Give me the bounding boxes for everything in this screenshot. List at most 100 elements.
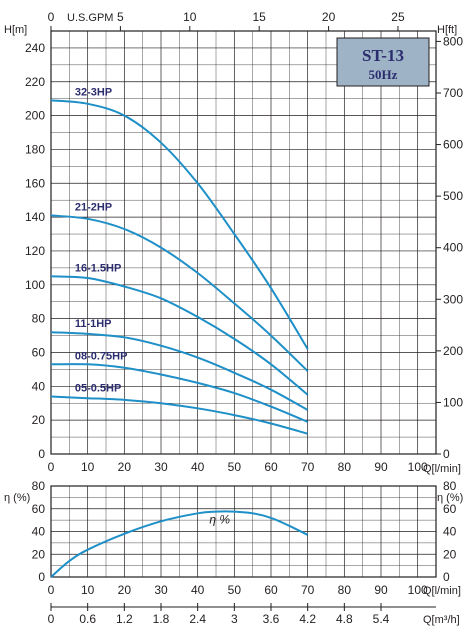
x-bottom-tick-label: 40 (191, 460, 205, 474)
x-bottom-tick-label: 70 (301, 460, 315, 474)
efficiency-curve-label: η % (209, 513, 230, 527)
eta-left-tick-label: 40 (32, 525, 46, 539)
y-right-tick-label: 600 (443, 138, 463, 152)
head-curve-11-1HP (50, 331, 309, 411)
head-curve-16-1.5HP (50, 275, 309, 396)
x-bottom-tick-label: 60 (264, 460, 278, 474)
y-left-tick-label: 40 (32, 379, 46, 393)
y-left-tick-label: 160 (25, 176, 45, 190)
x-bottom-tick-label: 10 (81, 460, 95, 474)
curve-label-08-0.75HP: 08-0.75HP (75, 350, 128, 362)
y-left-tick-label: 240 (25, 41, 45, 55)
y-left-tick-label: 20 (32, 413, 46, 427)
head-curve-21-2HP (50, 214, 309, 372)
eta-x-tick-label: 80 (338, 583, 352, 597)
eta-panel-frame (50, 485, 437, 578)
eta-left-tick-label: 0 (38, 570, 45, 584)
head-curve-08-0.75HP (50, 363, 309, 423)
eta-left-tick-label: 60 (32, 502, 46, 516)
eta-right-tick-label: 40 (443, 525, 457, 539)
x-top-tick-label: 15 (253, 10, 267, 24)
labels: 0204060801001201401601802002202400100200… (25, 10, 463, 626)
eta-right-tick-label: 0 (443, 570, 450, 584)
x-bottom-tick-label: 80 (338, 460, 352, 474)
y-left-tick-label: 200 (25, 109, 45, 123)
eta-x-tick-label: 70 (301, 583, 315, 597)
efficiency-curve (50, 510, 309, 578)
eta-x-tick-label: 50 (228, 583, 242, 597)
y-right-tick-label: 100 (443, 395, 463, 409)
y-left-tick-label: 0 (38, 447, 45, 461)
x-bottom-tick-label: 30 (154, 460, 168, 474)
curve-label-05-0.5HP: 05-0.5HP (75, 382, 121, 394)
y-left-tick-label: 140 (25, 210, 45, 224)
flow-m3h-tick-label: 4.8 (336, 612, 353, 626)
eta-x-tick-label: 30 (154, 583, 168, 597)
y-left-axis-label: H[m] (4, 24, 27, 36)
y-right-tick-label: 700 (443, 86, 463, 100)
flow-m3h-tick-label: 2.4 (189, 612, 206, 626)
eta-x-axis-label: Q[l/min] (423, 585, 461, 597)
flow-m3h-tick-label: 1.8 (153, 612, 170, 626)
curve-label-11-1HP: 11-1HP (75, 318, 112, 330)
y-right-tick-label: 400 (443, 241, 463, 255)
curve-label-32-3HP: 32-3HP (75, 86, 112, 98)
x-top-axis-label: U.S.GPM (67, 12, 113, 24)
x-bottom-tick-label: 90 (374, 460, 388, 474)
flow-m3h-tick-label: 5.4 (373, 612, 390, 626)
eta-x-tick-label: 100 (408, 583, 428, 597)
y-left-tick-label: 100 (25, 278, 45, 292)
y-left-tick-label: 180 (25, 142, 45, 156)
eta-right-tick-label: 60 (443, 502, 457, 516)
model-name: ST-13 (362, 46, 404, 65)
eta-x-tick-label: 40 (191, 583, 205, 597)
y-right-tick-label: 500 (443, 189, 463, 203)
y-right-tick-label: 300 (443, 292, 463, 306)
x-bottom-tick-label: 0 (48, 460, 55, 474)
flow-m3h-tick-label: 1.2 (116, 612, 133, 626)
y-right-tick-label: 200 (443, 344, 463, 358)
flow-m3h-tick-label: 3 (231, 612, 238, 626)
flow-m3h-axis-label: Q[m³/h] (423, 614, 460, 626)
eta-x-tick-label: 90 (374, 583, 388, 597)
eta-left-tick-label: 20 (32, 547, 46, 561)
eta-right-axis-label: η (%) (437, 492, 463, 504)
x-top-tick-label: 5 (117, 10, 124, 24)
head-panel-frame (50, 30, 437, 455)
y-left-tick-label: 120 (25, 244, 45, 258)
flow-m3h-tick-label: 4.2 (299, 612, 316, 626)
y-left-tick-label: 60 (32, 345, 46, 359)
x-top-tick-label: 0 (48, 10, 55, 24)
y-right-tick-label: 800 (443, 34, 463, 48)
x-bottom-tick-label: 20 (118, 460, 132, 474)
eta-x-tick-label: 20 (118, 583, 132, 597)
title-box-background (336, 37, 430, 87)
x-bottom-tick-label: 100 (408, 460, 428, 474)
frequency-label: 50Hz (369, 67, 398, 82)
y-left-tick-label: 220 (25, 75, 45, 89)
eta-x-tick-label: 60 (264, 583, 278, 597)
x-bottom-axis-label: Q[l/min] (423, 463, 461, 475)
eta-right-tick-label: 80 (443, 479, 457, 493)
x-top-tick-label: 20 (322, 10, 336, 24)
curves (50, 99, 309, 578)
y-right-tick-label: 0 (443, 447, 450, 461)
model-title-box: ST-13 50Hz (336, 37, 430, 87)
y-left-tick-label: 80 (32, 312, 46, 326)
y-right-axis-label: H[ft] (437, 24, 457, 36)
x-top-tick-label: 10 (183, 10, 197, 24)
x-top-tick-label: 25 (391, 10, 405, 24)
head-curve-05-0.5HP (50, 395, 308, 435)
eta-x-tick-label: 10 (81, 583, 95, 597)
flow-m3h-tick-label: 0.6 (79, 612, 96, 626)
head-curve-32-3HP (50, 99, 309, 350)
eta-x-tick-label: 0 (48, 583, 55, 597)
curve-label-21-2HP: 21-2HP (75, 201, 112, 213)
x-bottom-tick-label: 50 (228, 460, 242, 474)
curve-label-16-1.5HP: 16-1.5HP (75, 262, 121, 274)
eta-left-tick-label: 80 (32, 479, 46, 493)
flow-m3h-tick-label: 0 (48, 612, 55, 626)
flow-m3h-tick-label: 3.6 (263, 612, 280, 626)
eta-left-axis-label: η (%) (4, 492, 30, 504)
